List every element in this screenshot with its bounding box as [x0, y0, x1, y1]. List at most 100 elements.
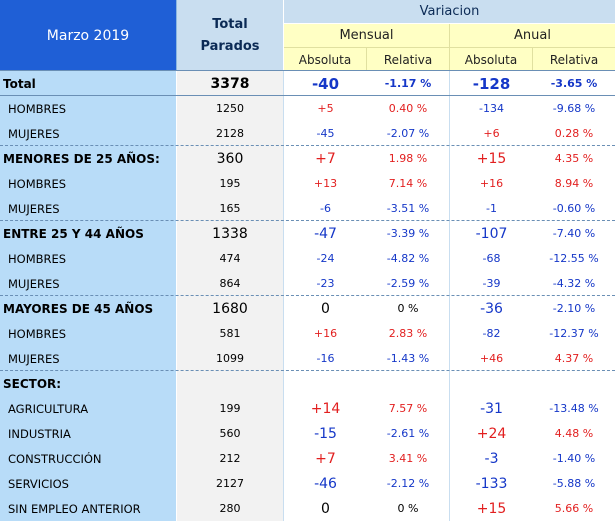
a-rel-cell: -12.37 % [533, 321, 615, 346]
row-label: AGRICULTURA [0, 396, 177, 421]
total-parados-cell: 474 [177, 246, 284, 271]
m-abs-cell [284, 371, 367, 396]
group-label: SECTOR: [0, 371, 177, 396]
m-abs-cell: -24 [284, 246, 367, 271]
m-abs-cell: 0 [284, 496, 367, 521]
date-header: Marzo 2019 [0, 0, 177, 71]
m-rel-cell: -1.17 % [367, 71, 450, 96]
a-abs-cell: +24 [450, 421, 533, 446]
a-abs-cell: +46 [450, 346, 533, 371]
total-header-line2: Parados [200, 38, 260, 54]
group-label: ENTRE 25 Y 44 AÑOS [0, 221, 177, 246]
group-label: Total [0, 71, 177, 96]
a-abs-cell: -128 [450, 71, 533, 96]
m-abs-cell: +7 [284, 446, 367, 471]
row-label: MUJERES [0, 271, 177, 296]
a-rel-cell: 4.48 % [533, 421, 615, 446]
group-label: MENORES DE 25 AÑOS: [0, 146, 177, 171]
variacion-header: Variacion [284, 0, 615, 24]
mensual-header: Mensual [284, 24, 450, 48]
a-abs-cell: -107 [450, 221, 533, 246]
header-separator [0, 70, 615, 71]
a-rel-cell: -12.55 % [533, 246, 615, 271]
total-parados-cell: 864 [177, 271, 284, 296]
row-label: MUJERES [0, 346, 177, 371]
m-rel-cell: -4.82 % [367, 246, 450, 271]
m-rel-cell [367, 371, 450, 396]
row-separator [0, 220, 615, 221]
absoluta-label: Absoluta [464, 52, 518, 67]
a-rel-cell: 4.37 % [533, 346, 615, 371]
row-label: SERVICIOS [0, 471, 177, 496]
anual-label: Anual [514, 28, 551, 43]
a-abs-cell: +15 [450, 146, 533, 171]
row-separator [0, 145, 615, 146]
total-parados-cell: 2127 [177, 471, 284, 496]
m-rel-cell: 7.14 % [367, 171, 450, 196]
absoluta-label: Absoluta [298, 52, 352, 67]
m-abs-cell: +16 [284, 321, 367, 346]
a-abs-cell: -68 [450, 246, 533, 271]
m-abs-cell: -15 [284, 421, 367, 446]
row-label: MUJERES [0, 196, 177, 221]
a-rel-cell: -9.68 % [533, 96, 615, 121]
total-parados-cell: 165 [177, 196, 284, 221]
row-separator [0, 295, 615, 296]
row-label: SIN EMPLEO ANTERIOR [0, 496, 177, 521]
m-rel-cell: 0 % [367, 296, 450, 321]
a-rel-cell: -1.40 % [533, 446, 615, 471]
anual-header: Anual [450, 24, 615, 48]
a-rel-cell: 5.66 % [533, 496, 615, 521]
m-abs-cell: -40 [284, 71, 367, 96]
mensual-relativa-header: Relativa [367, 48, 450, 71]
total-header-line1: Total [212, 16, 248, 32]
row-label: MUJERES [0, 121, 177, 146]
m-abs-cell: +7 [284, 146, 367, 171]
a-abs-cell: +16 [450, 171, 533, 196]
total-parados-cell: 1099 [177, 346, 284, 371]
date-label: Marzo 2019 [46, 27, 130, 44]
m-abs-cell: -6 [284, 196, 367, 221]
total-parados-cell: 1680 [177, 296, 284, 321]
m-rel-cell: 0 % [367, 496, 450, 521]
row-label: HOMBRES [0, 246, 177, 271]
a-rel-cell: 8.94 % [533, 171, 615, 196]
a-rel-cell: 4.35 % [533, 146, 615, 171]
row-label: CONSTRUCCIÓN [0, 446, 177, 471]
m-rel-cell: 1.98 % [367, 146, 450, 171]
total-parados-cell: 212 [177, 446, 284, 471]
m-rel-cell: -2.07 % [367, 121, 450, 146]
a-abs-cell: -3 [450, 446, 533, 471]
a-abs-cell: -82 [450, 321, 533, 346]
m-abs-cell: 0 [284, 296, 367, 321]
group-label: MAYORES DE 45 AÑOS [0, 296, 177, 321]
m-rel-cell: -3.51 % [367, 196, 450, 221]
m-abs-cell: -46 [284, 471, 367, 496]
total-parados-cell: 1250 [177, 96, 284, 121]
m-abs-cell: +13 [284, 171, 367, 196]
row-label: HOMBRES [0, 171, 177, 196]
total-parados-cell: 360 [177, 146, 284, 171]
m-abs-cell: -16 [284, 346, 367, 371]
total-parados-cell: 2128 [177, 121, 284, 146]
m-rel-cell: -2.12 % [367, 471, 450, 496]
m-rel-cell: 7.57 % [367, 396, 450, 421]
total-parados-cell: 280 [177, 496, 284, 521]
a-rel-cell: -0.60 % [533, 196, 615, 221]
mensual-absoluta-header: Absoluta [284, 48, 367, 71]
variacion-label: Variacion [419, 4, 480, 19]
m-rel-cell: -1.43 % [367, 346, 450, 371]
total-parados-cell: 3378 [177, 71, 284, 96]
a-rel-cell: 0.28 % [533, 121, 615, 146]
m-abs-cell: -45 [284, 121, 367, 146]
total-parados-cell: 560 [177, 421, 284, 446]
m-abs-cell: -47 [284, 221, 367, 246]
a-abs-cell [450, 371, 533, 396]
m-abs-cell: +5 [284, 96, 367, 121]
total-parados-cell: 581 [177, 321, 284, 346]
a-abs-cell: -31 [450, 396, 533, 421]
m-rel-cell: 3.41 % [367, 446, 450, 471]
a-abs-cell: +15 [450, 496, 533, 521]
total-parados-cell: 195 [177, 171, 284, 196]
